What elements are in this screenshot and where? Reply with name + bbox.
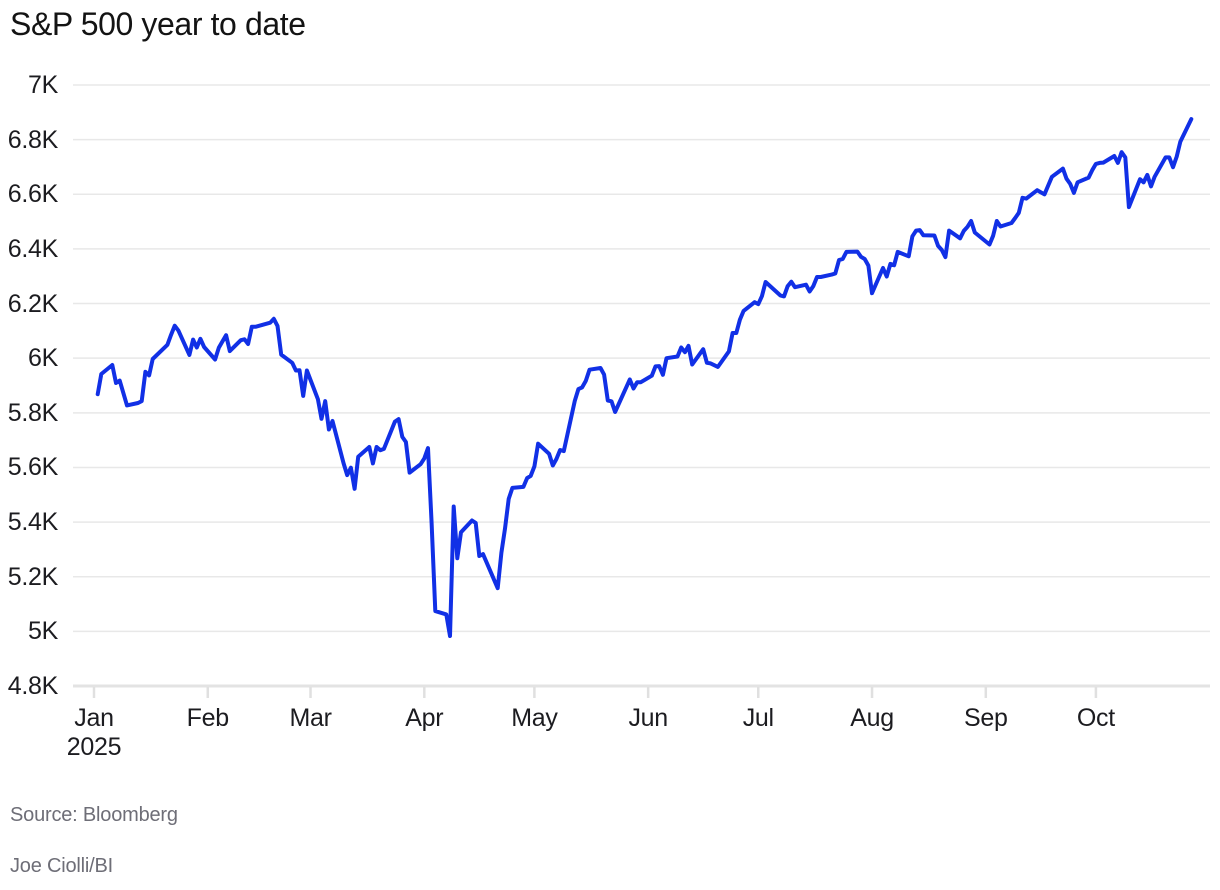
x-axis-tick-label: Apr xyxy=(405,704,444,732)
chart-title: S&P 500 year to date xyxy=(10,6,306,42)
x-axis-tick-label: Aug xyxy=(850,704,894,732)
y-axis-tick-label: 5.6K xyxy=(7,453,59,482)
y-axis-tick-label: 6K xyxy=(28,344,58,373)
y-axis-tick-label: 5.4K xyxy=(7,508,59,537)
y-axis-tick-label: 4.8K xyxy=(7,672,59,700)
source-label: Source: Bloomberg xyxy=(10,804,178,826)
x-axis-tick-label: Mar xyxy=(289,704,332,732)
sp500-series-line xyxy=(95,117,1194,638)
x-axis-tick-label: May xyxy=(511,704,558,732)
x-axis-tick-label: Sep xyxy=(964,704,1008,732)
x-axis-tick-label: Oct xyxy=(1076,704,1115,732)
x-axis-year-label: 2025 xyxy=(66,733,122,761)
x-axis-tick-label: Jan xyxy=(74,704,114,732)
y-axis-tick-label: 5.2K xyxy=(7,562,59,591)
x-axis-tick-label: Jul xyxy=(742,704,774,732)
x-axis-tick-label: Jun xyxy=(628,704,668,732)
y-axis-tick-label: 6.6K xyxy=(7,180,59,209)
byline-label: Joe Ciolli/BI xyxy=(10,855,113,877)
y-axis-tick-label: 5K xyxy=(28,617,58,646)
plot-area xyxy=(73,84,1210,698)
y-axis-tick-label: 5.8K xyxy=(7,398,59,427)
y-axis-tick-label: 6.2K xyxy=(7,289,59,318)
y-axis-tick-label: 7K xyxy=(28,71,58,99)
x-axis-tick-label: Feb xyxy=(186,704,229,732)
y-axis-tick-label: 6.8K xyxy=(7,125,59,154)
y-axis-tick-label: 6.4K xyxy=(7,234,59,263)
